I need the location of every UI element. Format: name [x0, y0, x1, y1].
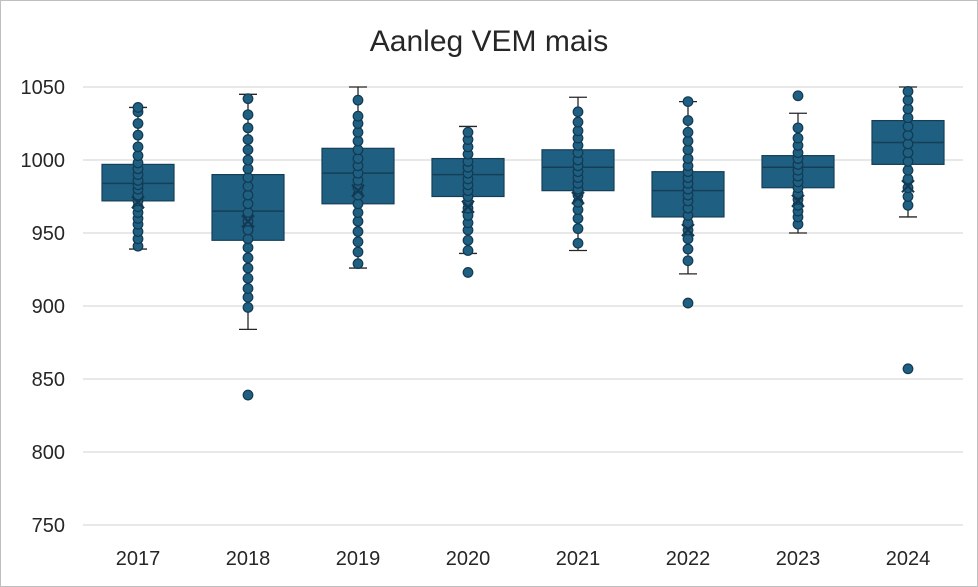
x-tick-label: 2023 — [776, 548, 821, 570]
mean-marker — [791, 194, 805, 208]
x-tick-label: 2020 — [446, 548, 491, 570]
data-point — [572, 223, 584, 235]
data-point — [242, 93, 254, 105]
x-tick-label: 2024 — [886, 548, 931, 570]
data-point — [682, 255, 694, 267]
data-point — [352, 246, 364, 258]
y-tick-label: 900 — [32, 296, 65, 318]
box-group-2020 — [431, 125, 505, 278]
data-point — [572, 125, 584, 137]
mean-marker — [351, 183, 365, 198]
outlier-point — [242, 389, 254, 401]
data-point — [352, 258, 364, 270]
data-point — [352, 198, 364, 210]
y-tick-label: 950 — [32, 223, 65, 245]
data-point — [792, 132, 804, 144]
data-point — [682, 96, 694, 107]
data-point — [682, 135, 694, 147]
gridlines — [83, 86, 963, 526]
box-group-2022 — [651, 96, 725, 309]
y-tick-label: 800 — [32, 442, 65, 464]
data-point — [242, 198, 254, 210]
outlier-point — [462, 267, 474, 278]
data-point — [902, 85, 914, 97]
data-point — [902, 94, 914, 106]
mean-marker — [571, 191, 585, 205]
x-tick-label: 2018 — [226, 548, 271, 570]
data-point — [682, 115, 694, 126]
data-point — [902, 138, 914, 150]
data-point — [352, 135, 364, 147]
data-point — [902, 103, 914, 115]
data-point — [792, 122, 804, 134]
box-group-2024 — [871, 85, 945, 375]
mean-marker — [241, 214, 255, 229]
mean-marker — [901, 179, 915, 194]
data-point — [572, 116, 584, 128]
mean-marker — [131, 195, 145, 210]
data-point — [682, 126, 694, 138]
mean-marker — [681, 223, 695, 237]
data-point — [242, 262, 254, 274]
data-point — [352, 215, 364, 227]
mean-marker — [461, 199, 475, 214]
data-point — [902, 112, 914, 124]
box-group-2021 — [541, 96, 615, 252]
data-point — [242, 122, 254, 134]
y-tick-label: 750 — [32, 515, 65, 537]
data-point — [132, 141, 144, 153]
boxes — [101, 85, 945, 401]
y-axis-tick-labels: 750 800 850 900 950 1000 1050 — [21, 77, 66, 537]
data-point — [462, 245, 474, 256]
x-axis-tick-labels: 2017 2018 2019 2020 2021 2022 2023 2024 — [116, 548, 931, 570]
data-point — [572, 237, 584, 249]
data-point — [242, 172, 254, 183]
x-tick-label: 2019 — [336, 548, 381, 570]
x-tick-label: 2021 — [556, 548, 601, 570]
outlier-point — [682, 297, 694, 309]
data-point — [132, 118, 144, 129]
data-point — [242, 144, 254, 156]
data-point — [572, 106, 584, 118]
data-point — [242, 252, 254, 264]
box-group-2019 — [321, 86, 395, 270]
y-tick-label: 1050 — [21, 77, 66, 99]
data-point — [352, 110, 364, 122]
data-point — [132, 102, 144, 113]
data-point — [682, 243, 694, 255]
data-point — [352, 236, 364, 248]
box-group-2018 — [211, 93, 285, 401]
data-point — [462, 234, 474, 246]
data-point — [352, 94, 364, 106]
x-tick-label: 2022 — [666, 548, 711, 570]
data-point — [242, 272, 254, 284]
x-tick-label: 2017 — [116, 548, 161, 570]
y-tick-label: 1000 — [21, 150, 66, 172]
data-point — [352, 226, 364, 237]
data-point — [242, 154, 254, 166]
data-point — [902, 156, 914, 167]
data-point — [132, 129, 144, 141]
chart-title: Aanleg VEM mais — [370, 25, 608, 58]
data-point — [242, 134, 254, 145]
data-point — [242, 109, 254, 121]
box-group-2017 — [101, 102, 175, 252]
y-tick-label: 850 — [32, 369, 65, 391]
data-point — [462, 126, 474, 138]
outlier-point — [902, 363, 914, 375]
data-point — [242, 302, 254, 313]
outlier-point — [792, 90, 804, 102]
data-point — [242, 283, 254, 294]
box-group-2023 — [761, 90, 835, 234]
data-point — [242, 242, 254, 254]
